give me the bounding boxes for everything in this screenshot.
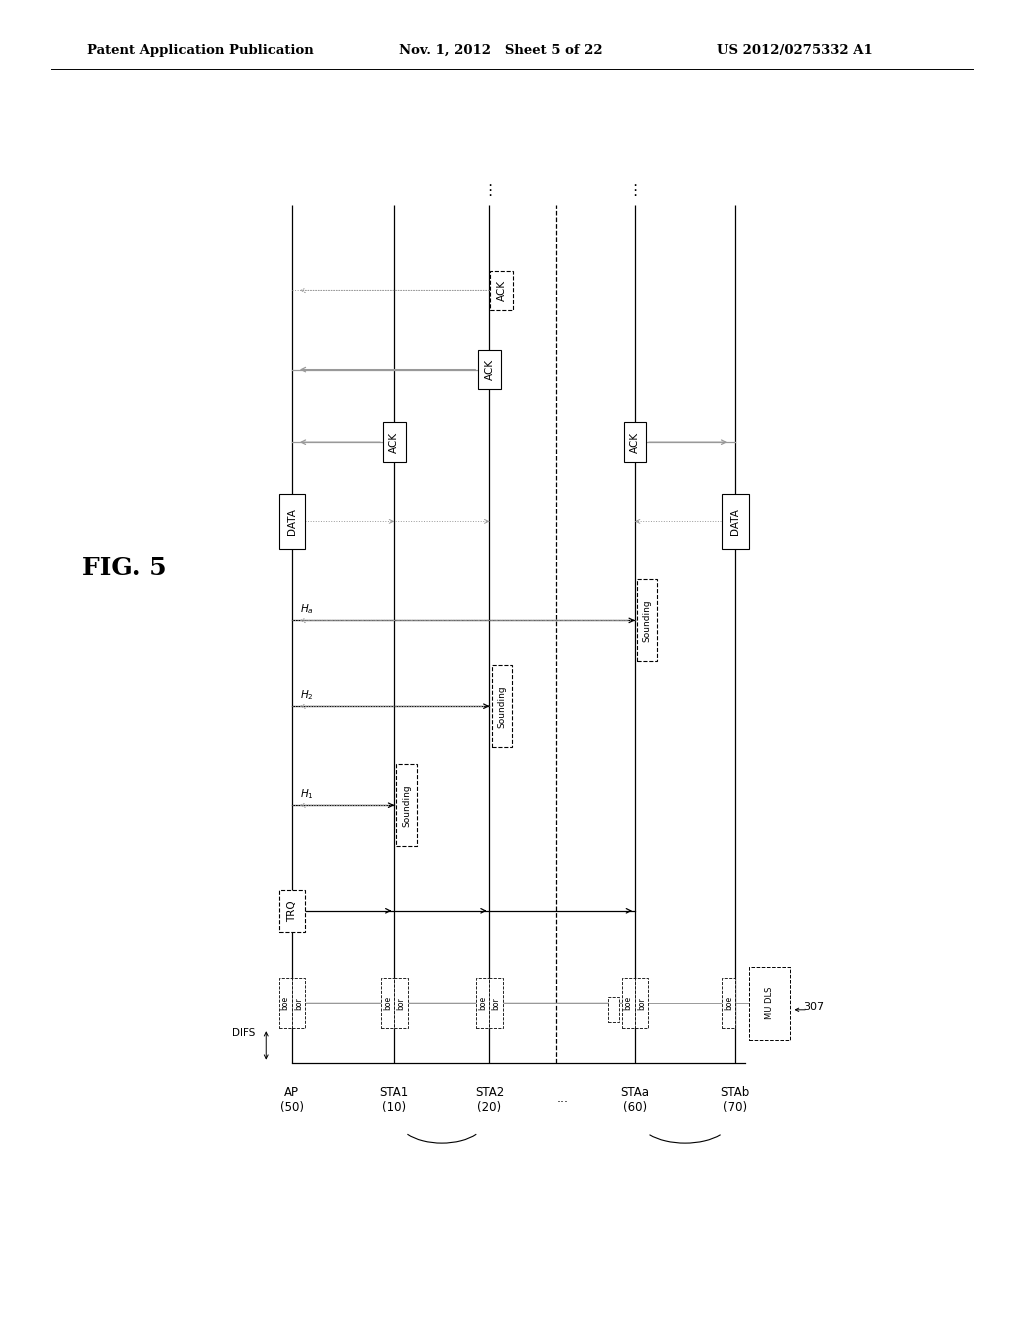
Text: STAb
(70): STAb (70)	[721, 1086, 750, 1114]
Bar	[476, 978, 489, 1028]
Text: ACK: ACK	[389, 432, 399, 453]
Text: TRQ: TRQ	[287, 900, 297, 921]
Bar	[394, 978, 408, 1028]
Bar	[722, 494, 749, 549]
Text: STA2
(20): STA2 (20)	[475, 1086, 504, 1114]
Text: ACK: ACK	[630, 432, 640, 453]
Bar	[722, 978, 735, 1028]
Text: Sounding: Sounding	[643, 599, 651, 642]
Bar	[279, 978, 292, 1028]
Text: US 2012/0275332 A1: US 2012/0275332 A1	[717, 44, 872, 57]
Text: bor: bor	[637, 997, 646, 1010]
Text: Sounding: Sounding	[402, 784, 411, 826]
Bar	[492, 665, 512, 747]
Bar	[381, 978, 394, 1028]
Text: DATA: DATA	[730, 508, 740, 535]
Text: boe: boe	[478, 997, 487, 1010]
Bar	[622, 978, 635, 1028]
Text: bor: bor	[294, 997, 303, 1010]
Text: AP
(50): AP (50)	[280, 1086, 304, 1114]
Text: ⋮: ⋮	[482, 183, 497, 198]
Bar	[292, 978, 305, 1028]
Text: DIFS: DIFS	[232, 1028, 255, 1038]
Text: FIG. 5: FIG. 5	[82, 556, 167, 579]
Bar	[396, 764, 417, 846]
Text: boe: boe	[281, 997, 290, 1010]
Bar	[478, 350, 501, 389]
Text: Patent Application Publication: Patent Application Publication	[87, 44, 313, 57]
Text: Nov. 1, 2012   Sheet 5 of 22: Nov. 1, 2012 Sheet 5 of 22	[399, 44, 603, 57]
Text: bor: bor	[396, 997, 406, 1010]
Text: boe: boe	[383, 997, 392, 1010]
Bar	[749, 966, 790, 1040]
Bar	[637, 579, 657, 661]
Bar	[489, 978, 503, 1028]
Text: boe: boe	[724, 997, 733, 1010]
Bar	[383, 422, 406, 462]
Text: Sounding: Sounding	[498, 685, 506, 727]
Bar	[624, 422, 646, 462]
Bar	[635, 978, 648, 1028]
Text: $H_2$: $H_2$	[300, 689, 313, 702]
Text: STA1
(10): STA1 (10)	[380, 1086, 409, 1114]
Bar	[279, 494, 305, 549]
Text: ...: ...	[556, 1092, 568, 1105]
Text: ⋮: ⋮	[628, 183, 642, 198]
Text: MU DLS: MU DLS	[765, 987, 773, 1019]
Bar	[279, 890, 305, 932]
Bar	[490, 271, 513, 310]
Bar	[608, 997, 618, 1022]
Text: 307: 307	[803, 1002, 824, 1012]
Text: boe: boe	[624, 997, 633, 1010]
Text: STAa
(60): STAa (60)	[621, 1086, 649, 1114]
Text: DATA: DATA	[287, 508, 297, 535]
Text: ACK: ACK	[497, 280, 507, 301]
Text: $H_1$: $H_1$	[300, 788, 313, 801]
Text: $H_a$: $H_a$	[300, 603, 313, 616]
Text: bor: bor	[492, 997, 501, 1010]
Text: ACK: ACK	[484, 359, 495, 380]
